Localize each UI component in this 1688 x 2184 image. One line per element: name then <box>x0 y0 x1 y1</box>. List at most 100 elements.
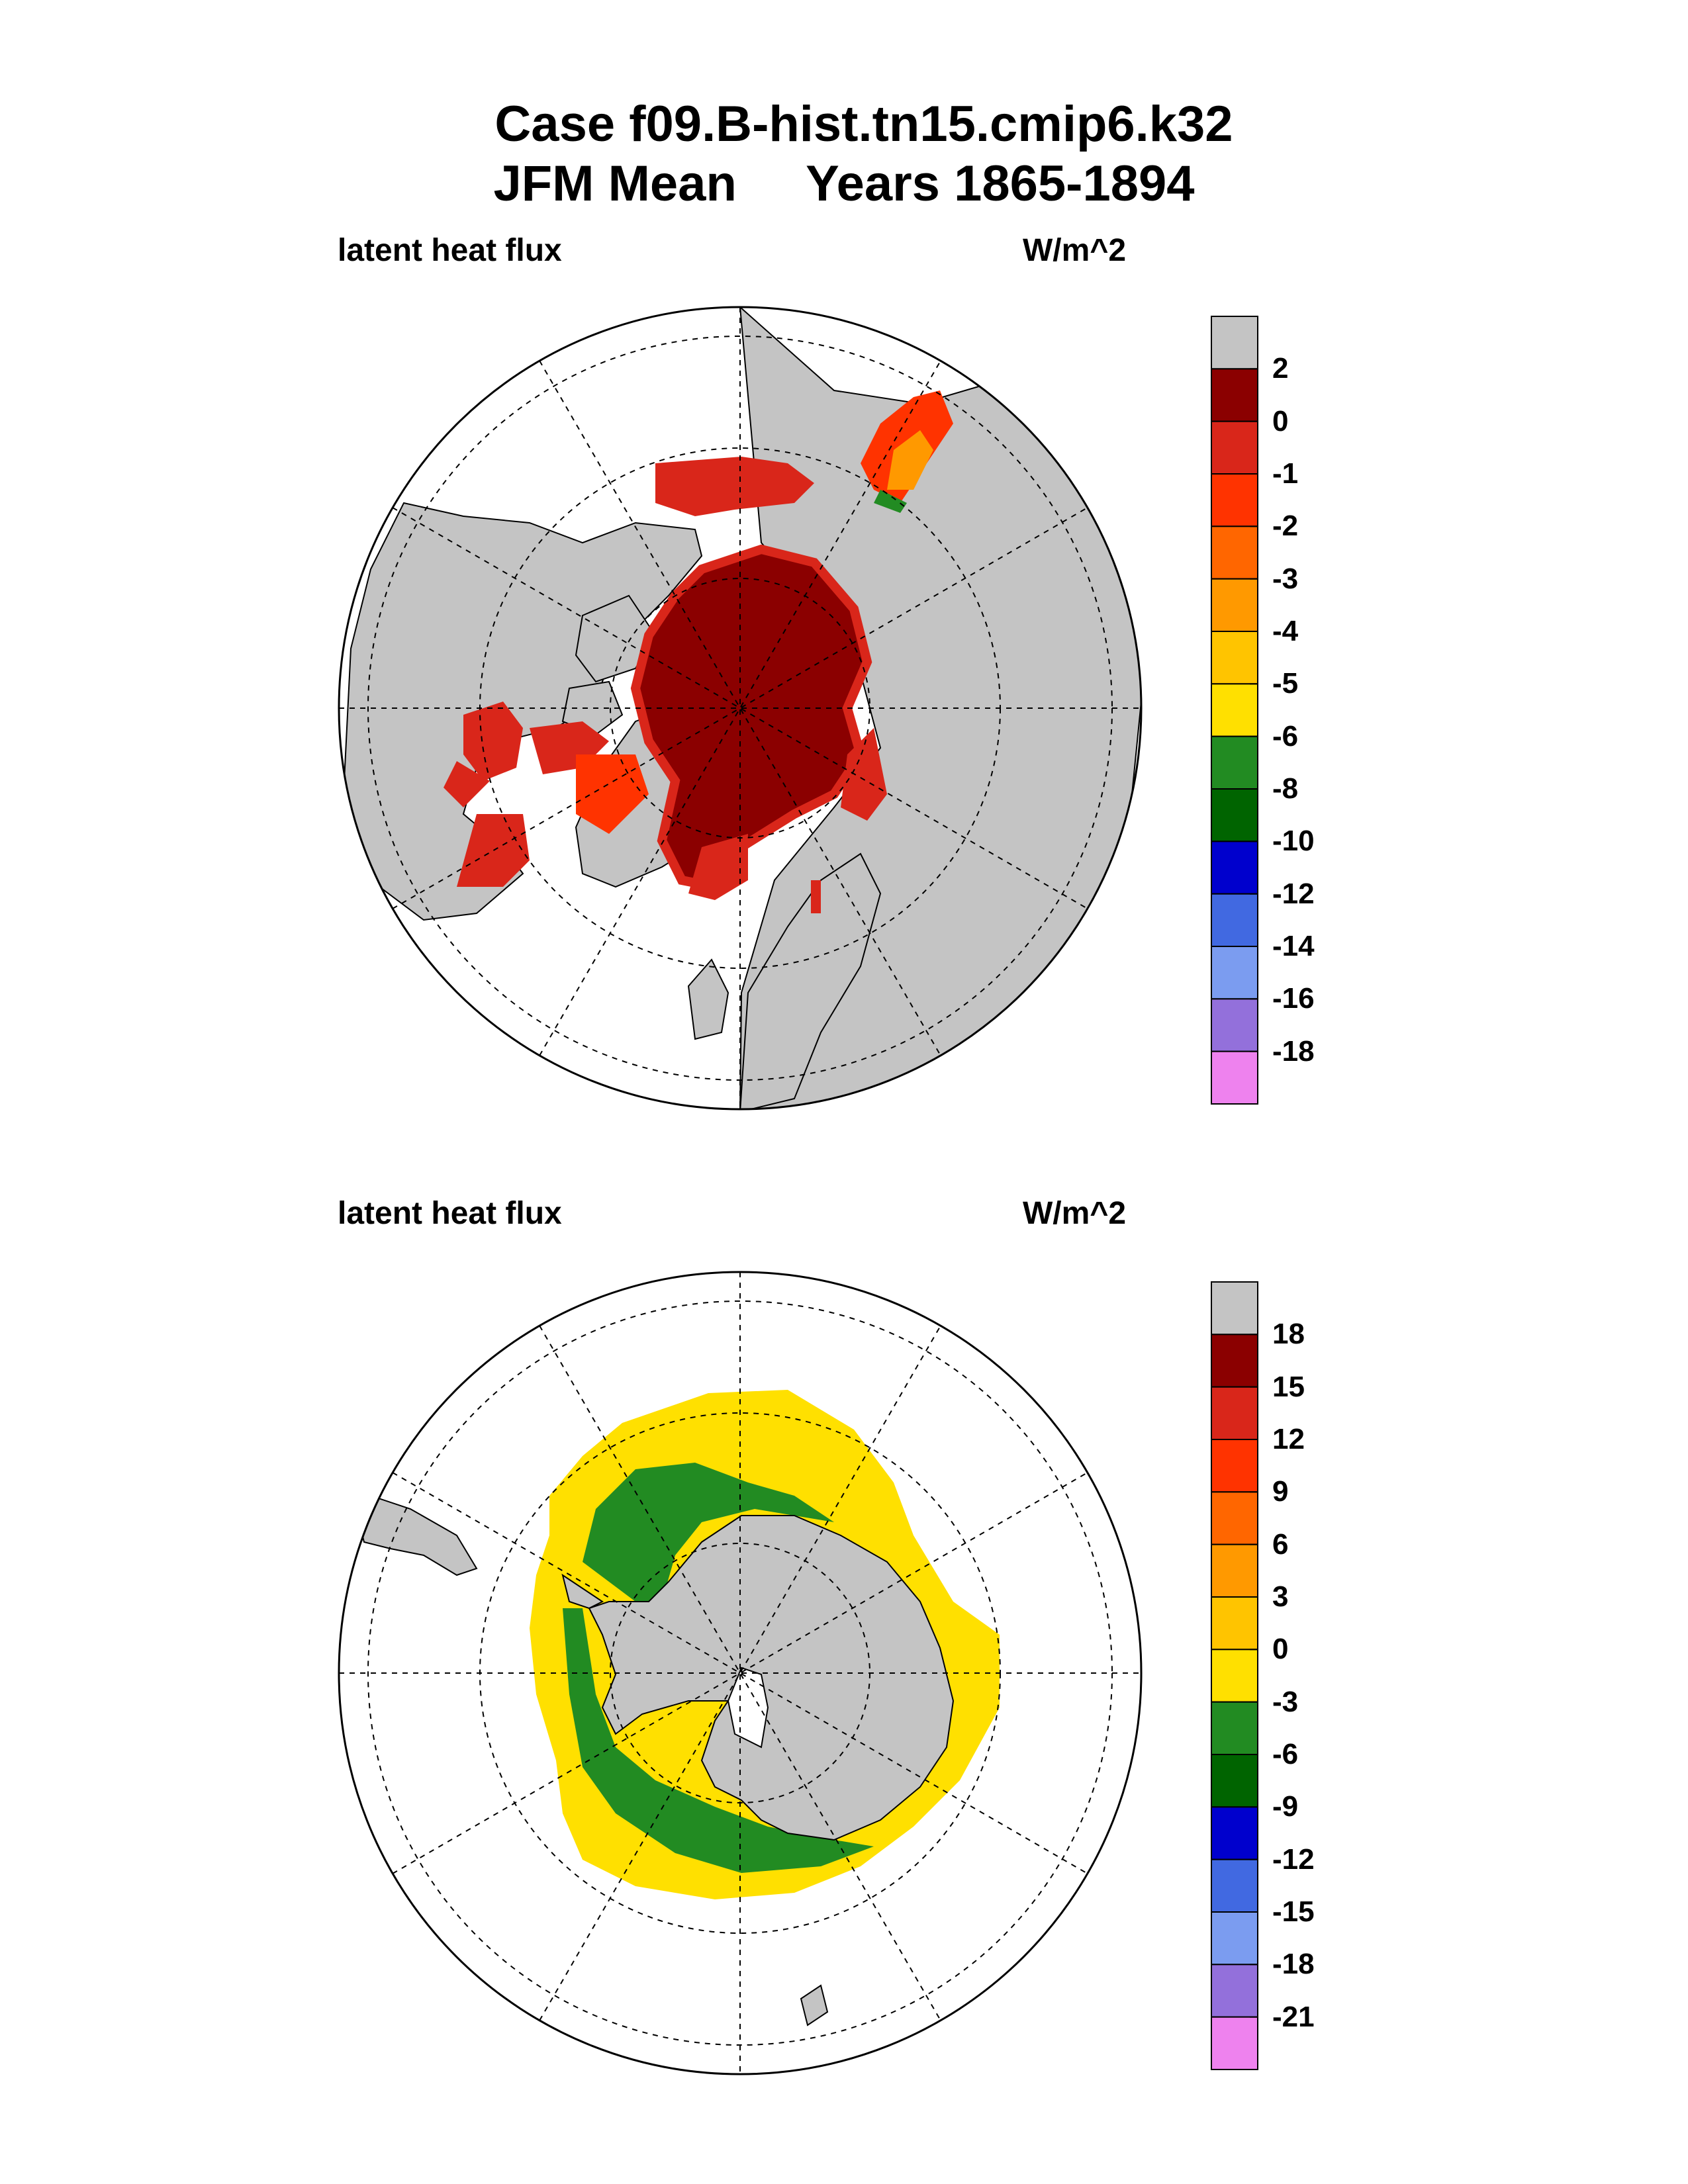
south-colorbar-label: 9 <box>1272 1475 1289 1508</box>
north-map-border <box>338 306 1143 1111</box>
south-colorbar-swatch <box>1211 1334 1258 1388</box>
north-meridian-150 <box>539 360 941 1056</box>
south-colorbar-swatch <box>1211 1491 1258 1545</box>
south-colorbar-label: 0 <box>1272 1633 1289 1666</box>
north-flux-greenland-sea <box>688 834 748 900</box>
north-colorbar-label: -18 <box>1272 1034 1315 1068</box>
south-colorbar-label: 15 <box>1272 1370 1305 1403</box>
north-colorbar-swatch <box>1211 841 1258 895</box>
north-colorbar-swatch <box>1211 946 1258 1000</box>
north-meridian-120 <box>392 507 1088 909</box>
north-flux-baltic-ice <box>811 880 821 913</box>
south-colorbar-swatch <box>1211 1858 1258 1913</box>
south-colorbar-label: -3 <box>1272 1685 1299 1718</box>
south-colorbar-swatch <box>1211 2016 1258 2071</box>
figure-title-case: Case f09.B-hist.tn15.cmip6.k32 <box>494 96 1233 152</box>
north-colorbar-label: -4 <box>1272 615 1299 647</box>
south-graticule <box>339 1272 1141 2074</box>
north-colorbar-swatch <box>1211 1050 1258 1105</box>
south-colorbar-swatch <box>1211 1281 1258 1336</box>
north-colorbar-label: -5 <box>1272 667 1299 700</box>
south-colorbar-swatch <box>1211 1701 1258 1756</box>
north-graticule <box>339 307 1141 1109</box>
north-colorbar-label: -3 <box>1272 562 1299 595</box>
south-colorbar-swatch <box>1211 1911 1258 1966</box>
north-colorbar-swatch <box>1211 368 1258 422</box>
south-units-label: W/m^2 <box>1023 1196 1127 1231</box>
north-colorbar-label: -16 <box>1272 982 1315 1015</box>
south-land-africa-tip <box>800 1984 829 2026</box>
south-colorbar-label: 6 <box>1272 1527 1289 1561</box>
south-map-border <box>338 1271 1143 2075</box>
north-meridian-30 <box>539 360 941 1056</box>
south-colorbar-swatch <box>1211 1386 1258 1441</box>
north-colorbar-swatch <box>1211 420 1258 475</box>
south-meridian-150 <box>539 1325 941 2021</box>
north-colorbar-swatch <box>1211 788 1258 842</box>
north-land-canadian-islands <box>561 594 657 736</box>
north-colorbar-label: -12 <box>1272 877 1315 910</box>
north-flux-canadian-channels <box>444 721 609 807</box>
south-polar-map <box>338 1271 1143 2075</box>
south-meridian-30 <box>539 1325 941 2021</box>
south-colorbar-label: -9 <box>1272 1790 1299 1823</box>
south-colorbar-label: -15 <box>1272 1895 1315 1928</box>
north-flux-bering-sea <box>655 457 814 516</box>
north-colorbar-label: -6 <box>1272 719 1299 752</box>
south-colorbar-swatch <box>1211 1543 1258 1598</box>
north-variable-label: latent heat flux <box>338 233 562 268</box>
north-flux-barents-sea <box>841 728 887 821</box>
south-land-antarctica <box>588 1515 955 1841</box>
south-flux-green-pacific <box>563 1608 874 1873</box>
north-colorbar-swatch <box>1211 578 1258 633</box>
north-land-british-isles <box>687 958 729 1040</box>
north-flux-labrador-coast <box>457 814 530 887</box>
north-colorbar-swatch <box>1211 735 1258 790</box>
north-colorbar-swatch <box>1211 316 1258 370</box>
north-colorbar-swatch <box>1211 893 1258 947</box>
south-land-antarctic-peninsula <box>561 1573 604 1610</box>
south-variable-label: latent heat flux <box>338 1196 562 1231</box>
north-colorbar-label: 0 <box>1272 404 1289 437</box>
south-colorbar-label: -6 <box>1272 1738 1299 1770</box>
south-colorbar-swatch <box>1211 1439 1258 1493</box>
north-land-europe <box>739 852 882 1109</box>
north-colorbar-label: -2 <box>1272 510 1299 543</box>
north-polar-map <box>338 306 1143 1111</box>
south-colorbar-label: 18 <box>1272 1318 1305 1351</box>
south-colorbar-label: -18 <box>1272 1948 1315 1981</box>
south-colorbar-swatch <box>1211 1649 1258 1703</box>
north-colorbar-label: -10 <box>1272 825 1315 858</box>
figure-title-period: JFM Mean Years 1865-1894 <box>493 156 1195 212</box>
north-flux-okhotsk-inner <box>887 430 933 490</box>
north-colorbar-swatch <box>1211 631 1258 685</box>
north-colorbar-swatch <box>1211 525 1258 580</box>
south-colorbar-label: 12 <box>1272 1423 1305 1455</box>
north-colorbar-swatch <box>1211 998 1258 1052</box>
south-colorbar-label: 3 <box>1272 1580 1289 1613</box>
north-flux-okhotsk-edge <box>874 490 907 513</box>
north-colorbar-label: 2 <box>1272 352 1289 385</box>
north-colorbar-swatch <box>1211 683 1258 737</box>
north-colorbar-label: -14 <box>1272 930 1315 962</box>
south-meridian-60 <box>392 1472 1088 1874</box>
south-colorbar-label: -21 <box>1272 2000 1315 2033</box>
south-colorbar <box>1211 1281 1258 2071</box>
north-flux-hudson-bay <box>463 702 523 781</box>
north-colorbar-label: -1 <box>1272 457 1299 490</box>
south-colorbar-label: -12 <box>1272 1843 1315 1876</box>
south-meridian-120 <box>392 1472 1088 1874</box>
north-colorbar-label: -8 <box>1272 772 1299 805</box>
south-colorbar-swatch <box>1211 1596 1258 1651</box>
north-flux-baffin-bay <box>576 754 649 834</box>
south-colorbar-swatch <box>1211 1806 1258 1860</box>
south-colorbar-swatch <box>1211 1754 1258 1808</box>
south-colorbar-swatch <box>1211 1964 1258 2018</box>
north-colorbar <box>1211 316 1258 1105</box>
north-units-label: W/m^2 <box>1023 233 1127 268</box>
north-colorbar-swatch <box>1211 473 1258 527</box>
south-ross-sea-open <box>727 1666 769 1749</box>
south-flux-green-weddell <box>583 1463 834 1602</box>
north-meridian-60 <box>392 507 1088 909</box>
